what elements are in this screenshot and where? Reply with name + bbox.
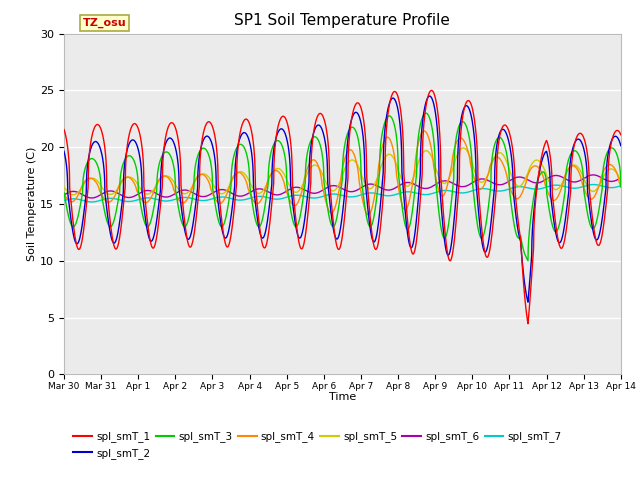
Title: SP1 Soil Temperature Profile: SP1 Soil Temperature Profile: [234, 13, 451, 28]
Y-axis label: Soil Temperature (C): Soil Temperature (C): [28, 147, 37, 261]
Legend: spl_smT_1, spl_smT_2, spl_smT_3, spl_smT_4, spl_smT_5, spl_smT_6, spl_smT_7: spl_smT_1, spl_smT_2, spl_smT_3, spl_smT…: [69, 427, 566, 463]
X-axis label: Time: Time: [329, 393, 356, 402]
Text: TZ_osu: TZ_osu: [83, 18, 126, 28]
